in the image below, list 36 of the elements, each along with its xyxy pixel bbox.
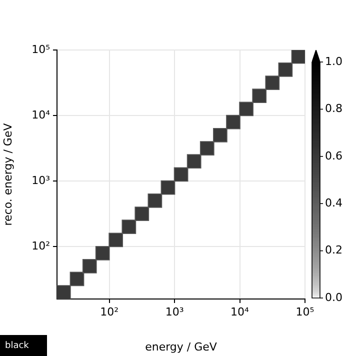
x-tick-label: 10² [100, 305, 118, 318]
point [278, 62, 293, 77]
point [160, 180, 176, 195]
point [186, 154, 202, 169]
point [134, 206, 150, 221]
color-bar-label: 0.8 [325, 102, 342, 116]
x-axis-title: energy / GeV [145, 340, 218, 354]
point [82, 259, 97, 274]
color-bar-label: 0.6 [325, 149, 342, 162]
color-bar-label: 1.0 [325, 54, 342, 68]
y-tick-label: 10⁵ [32, 42, 50, 56]
point [213, 128, 228, 142]
y-tick-label: 10⁴ [32, 108, 51, 122]
y-tick-label: 10³ [32, 174, 50, 187]
color-bar-label: 0.2 [325, 244, 342, 257]
color-bar-label: 0.4 [325, 196, 342, 210]
point [57, 285, 71, 299]
point [239, 102, 254, 116]
point [200, 141, 214, 156]
point [265, 76, 280, 90]
point [252, 88, 267, 104]
color-bar-label: 0.0 [325, 290, 342, 304]
text: black [0, 335, 47, 356]
x-tick-label: 10³ [165, 305, 184, 318]
point [122, 220, 136, 234]
y-axis-title: reco. energy / GeV [1, 122, 14, 226]
x-tick-label: 10⁴ [230, 305, 250, 318]
point [70, 272, 84, 286]
point [174, 167, 188, 182]
point [226, 114, 240, 130]
y-tick-label: 10² [32, 239, 50, 252]
point [108, 232, 124, 248]
point [291, 50, 305, 64]
point [95, 246, 110, 260]
x-tick-label: 10⁵ [296, 305, 314, 318]
point [148, 193, 162, 208]
